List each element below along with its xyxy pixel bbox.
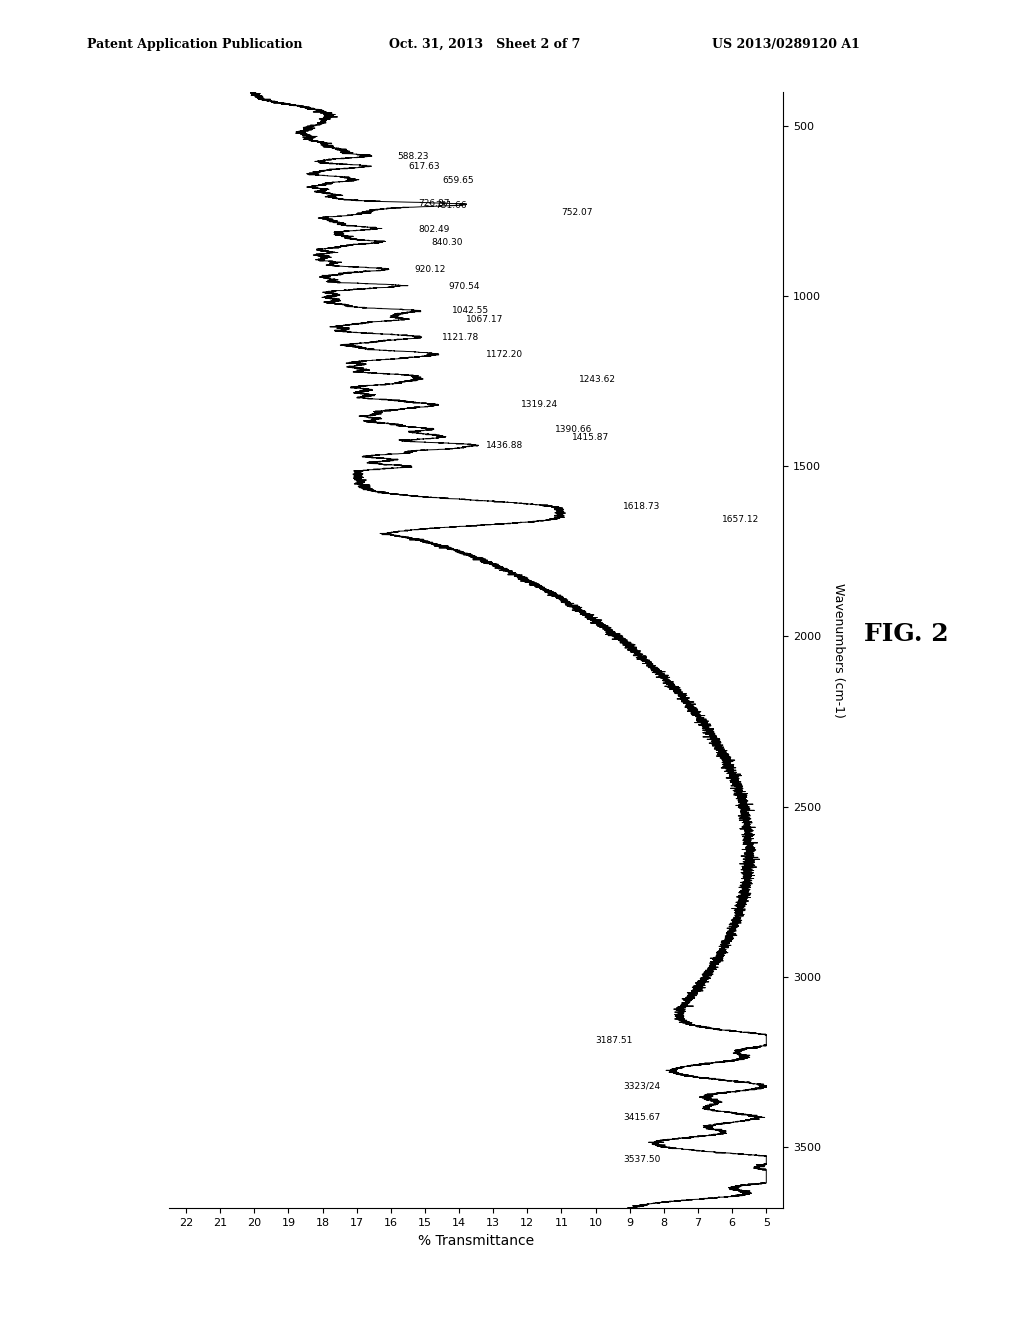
- Text: Oct. 31, 2013   Sheet 2 of 7: Oct. 31, 2013 Sheet 2 of 7: [389, 37, 581, 50]
- Text: 840.30: 840.30: [432, 238, 463, 247]
- Text: US 2013/0289120 A1: US 2013/0289120 A1: [712, 37, 859, 50]
- Text: 752.07: 752.07: [561, 207, 593, 216]
- Y-axis label: Wavenumbers (cm-1): Wavenumbers (cm-1): [833, 582, 846, 718]
- Text: 1618.73: 1618.73: [623, 503, 660, 511]
- Text: 3323/24: 3323/24: [623, 1082, 660, 1090]
- Text: Patent Application Publication: Patent Application Publication: [87, 37, 302, 50]
- Text: 1657.12: 1657.12: [722, 515, 759, 524]
- Text: 1436.88: 1436.88: [486, 441, 523, 450]
- Text: 1042.55: 1042.55: [453, 306, 489, 315]
- Text: 3415.67: 3415.67: [623, 1113, 660, 1122]
- Text: 1243.62: 1243.62: [579, 375, 615, 384]
- X-axis label: % Transmittance: % Transmittance: [418, 1234, 535, 1249]
- Text: 920.12: 920.12: [415, 265, 446, 273]
- Text: 617.63: 617.63: [408, 162, 439, 170]
- Text: 1172.20: 1172.20: [486, 351, 523, 359]
- Text: 970.54: 970.54: [449, 282, 480, 290]
- Text: 1319.24: 1319.24: [520, 400, 558, 409]
- Text: 802.49: 802.49: [418, 224, 450, 234]
- Text: 1415.87: 1415.87: [571, 433, 609, 442]
- Text: FIG. 2: FIG. 2: [864, 622, 948, 645]
- Text: 726.87: 726.87: [418, 199, 450, 209]
- Text: 1390.66: 1390.66: [555, 425, 592, 434]
- Text: 1067.17: 1067.17: [466, 314, 503, 323]
- Text: 659.65: 659.65: [442, 176, 474, 185]
- Text: 1121.78: 1121.78: [442, 334, 479, 342]
- Text: 3187.51: 3187.51: [596, 1036, 633, 1045]
- Text: 3537.50: 3537.50: [623, 1155, 660, 1164]
- Text: 588.23: 588.23: [397, 152, 429, 161]
- Text: 731.66: 731.66: [435, 201, 467, 210]
